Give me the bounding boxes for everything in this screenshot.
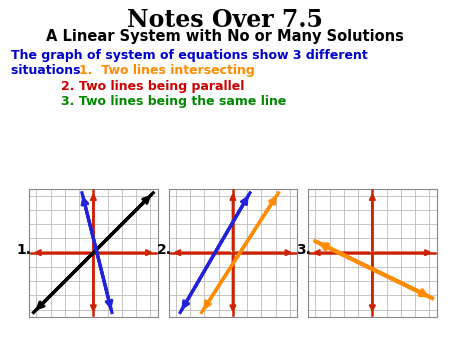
Text: 3. Two lines being the same line: 3. Two lines being the same line bbox=[61, 95, 286, 108]
Text: The graph of system of equations show 3 different: The graph of system of equations show 3 … bbox=[11, 49, 368, 62]
Text: A Linear System with No or Many Solutions: A Linear System with No or Many Solution… bbox=[46, 29, 404, 44]
Text: Notes Over 7.5: Notes Over 7.5 bbox=[127, 8, 323, 32]
Text: 3.: 3. bbox=[296, 243, 311, 257]
Text: situations: situations bbox=[11, 64, 85, 77]
Text: 1.: 1. bbox=[17, 243, 32, 257]
Text: 2.: 2. bbox=[157, 243, 171, 257]
Text: 1.  Two lines intersecting: 1. Two lines intersecting bbox=[79, 64, 255, 77]
Text: 2. Two lines being parallel: 2. Two lines being parallel bbox=[61, 80, 244, 93]
